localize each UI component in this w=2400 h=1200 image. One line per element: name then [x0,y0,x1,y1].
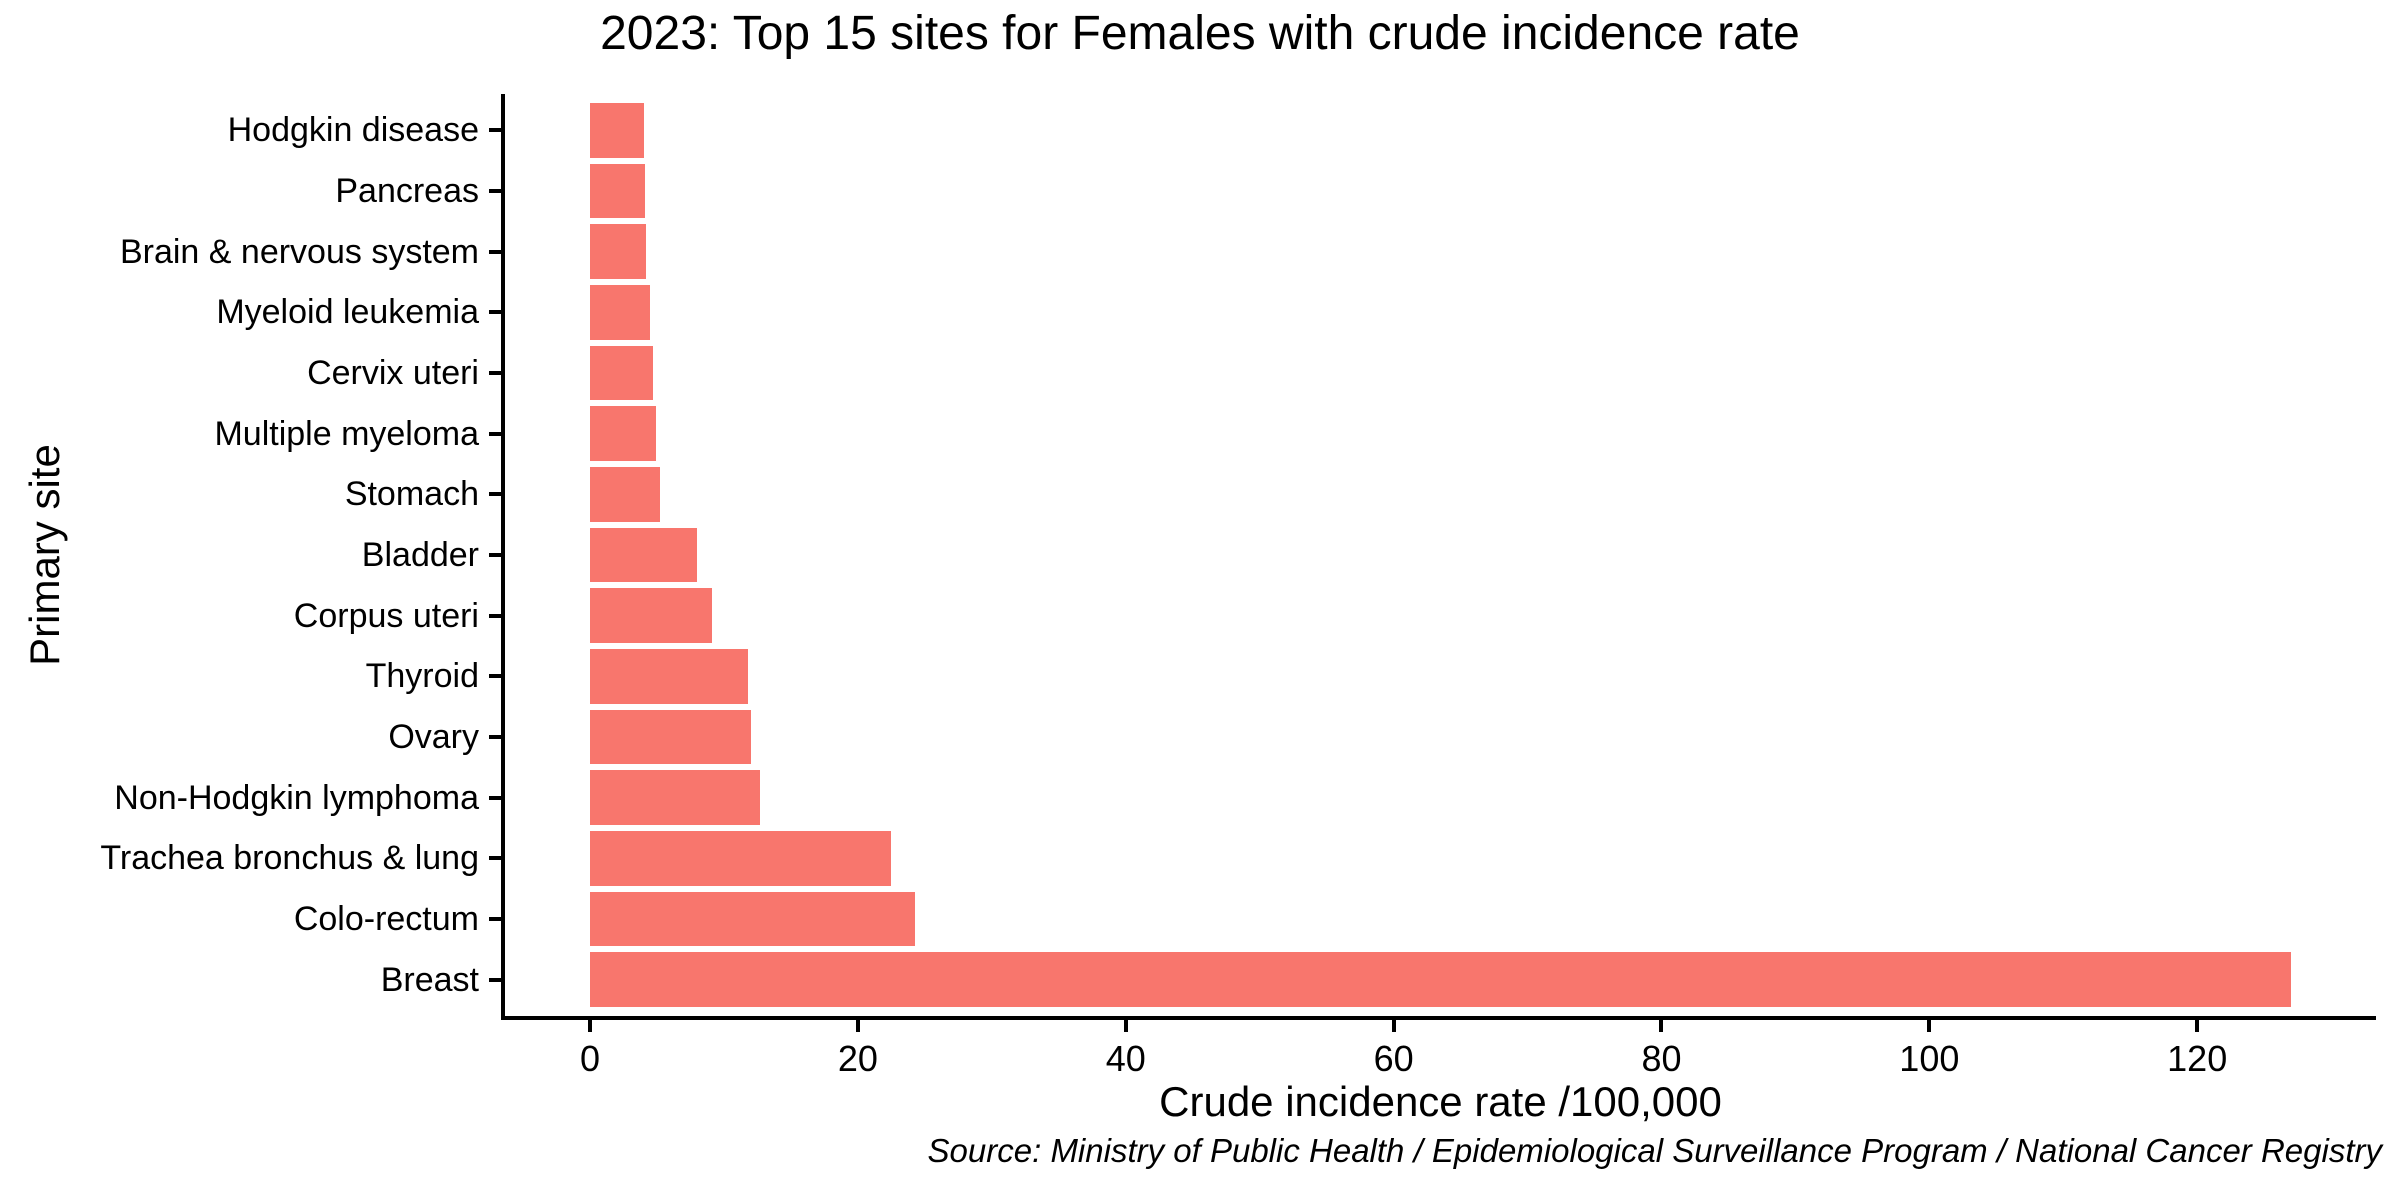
x-tick-label: 20 [837,1038,878,1079]
y-tick-mark [489,916,505,921]
x-tick-label: 100 [1899,1038,1960,1079]
y-category-label: Thyroid [365,657,479,696]
x-tick-mark [588,1016,593,1032]
y-tick-mark [489,674,505,679]
bar [590,709,751,765]
bar [590,467,660,522]
x-axis-title: Crude incidence rate /100,000 [1159,1078,1722,1125]
y-category-label: Myeloid leukemia [216,293,479,332]
y-category-label: Multiple myeloma [214,414,479,453]
x-tick-label: 80 [1641,1038,1682,1079]
y-category-label: Cervix uteri [307,354,479,393]
bar [590,588,712,643]
bar [590,891,916,947]
y-category-label: Colo-rectum [293,899,479,938]
y-tick-mark [489,613,505,618]
chart-title: 2023: Top 15 sites for Females with crud… [600,7,1800,60]
x-tick-label: 120 [2167,1038,2228,1079]
y-tick-mark [489,431,505,436]
x-tick-mark [2195,1016,2200,1032]
x-tick-label: 60 [1373,1038,1414,1079]
bar [590,649,749,704]
y-category-label: Hodgkin disease [227,111,479,150]
y-tick-mark [489,795,505,800]
y-axis-line [501,94,505,1020]
x-tick-mark [1927,1016,1932,1032]
y-category-label: Ovary [388,717,479,756]
bar [590,952,2291,1007]
y-category-label: Stomach [344,475,479,514]
y-tick-mark [489,977,505,982]
y-category-label: Brain & nervous system [119,232,479,271]
y-category-label: Breast [380,960,479,999]
y-tick-mark [489,189,505,194]
y-category-label: Pancreas [335,172,479,211]
y-tick-mark [489,734,505,739]
x-tick-mark [1123,1016,1128,1032]
y-tick-mark [489,371,505,376]
y-category-label: Trachea bronchus & lung [100,839,479,878]
y-tick-mark [489,856,505,861]
bar [590,285,651,340]
x-tick-label: 0 [580,1038,601,1079]
bar [590,406,656,461]
bar [590,770,761,825]
y-category-label: Non-Hodgkin lymphoma [114,778,479,817]
bar [590,527,698,583]
y-tick-mark [489,492,505,497]
source-note: Source: Ministry of Public Health / Epid… [927,1132,2382,1169]
y-tick-mark [489,310,505,315]
x-tick-mark [1659,1016,1664,1032]
y-tick-mark [489,553,505,557]
y-category-label: Corpus uteri [293,596,479,635]
bar [590,163,645,219]
bar [590,345,653,401]
y-category-label: Bladder [361,536,479,574]
x-tick-mark [855,1016,860,1032]
x-axis-line [501,1016,2376,1020]
y-tick-mark [489,249,505,254]
x-tick-mark [1391,1016,1396,1032]
bar [590,103,644,158]
bar [590,830,892,886]
y-tick-mark [489,128,505,133]
x-tick-label: 40 [1105,1038,1146,1079]
bar [590,224,647,279]
